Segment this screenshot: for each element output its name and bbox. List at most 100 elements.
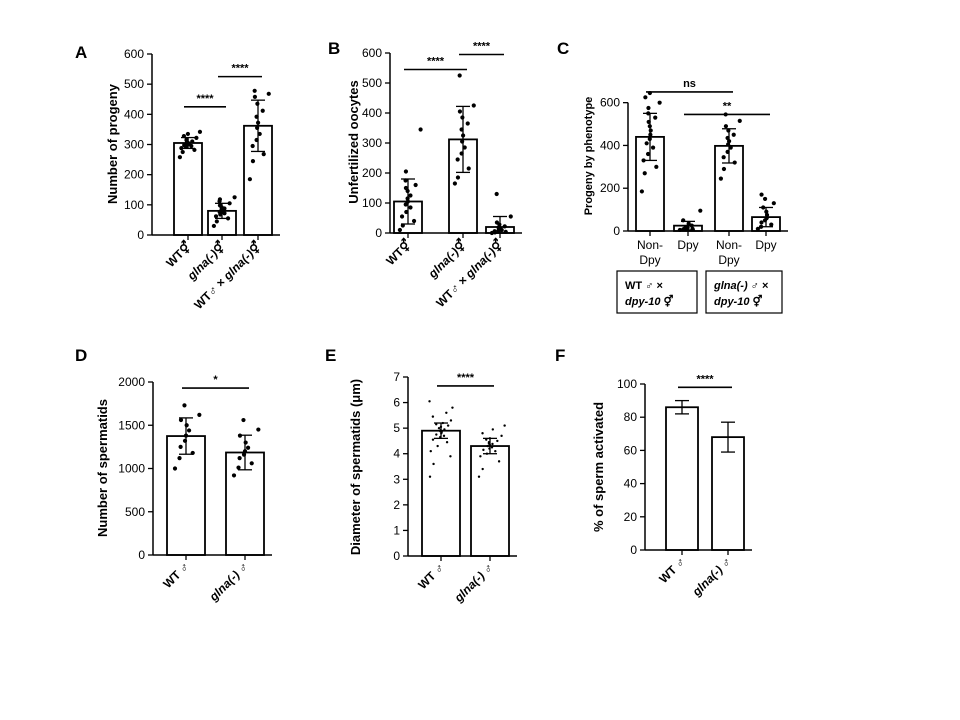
panel-c-category-label: Non-Dpy: [637, 238, 663, 267]
panel-a-data-point: [247, 177, 252, 182]
panel-a-category-label: WT⚥: [163, 238, 195, 270]
panel-a-data-point: [257, 131, 262, 137]
panel-a-significance-label: ****: [196, 93, 214, 105]
panel-c-data-point: [644, 141, 649, 146]
panel-b-data-point: [404, 209, 409, 215]
panel-a-data-point: [232, 195, 237, 200]
panel-a-y-tick-label: 100: [124, 198, 144, 212]
panel-c-group-line-1-part-1: ♂ ×: [748, 280, 769, 292]
panel-c-data-point: [648, 132, 653, 137]
panel-f-bar: [665, 406, 699, 551]
panel-c-y-axis-title: Progeny by phenotype: [583, 97, 595, 216]
panel-c-data-point: [726, 142, 731, 147]
panel-b-data-point: [455, 175, 461, 180]
panel-b-data-point: [397, 227, 402, 233]
panel-f-category-label-part-0: WT ♂: [656, 554, 688, 586]
panel-a-y-tick-label: 500: [124, 77, 144, 91]
panel-c-y-tick-label: 200: [600, 181, 620, 195]
panel-c-data-point: [641, 158, 646, 163]
panel-a-data-point: [181, 133, 187, 139]
panel-f-y-axis-title: % of sperm activated: [591, 402, 606, 532]
panel-e-data-point: [491, 428, 495, 431]
panel-b-category-label-part-0: WT⚥: [383, 236, 415, 268]
panel-e-significance-label: ****: [457, 372, 475, 384]
panel-c-data-point: [654, 164, 659, 169]
panel-b-data-point: [455, 157, 460, 162]
panel-e-data-point: [477, 475, 481, 478]
panel-b-data-point: [466, 166, 471, 171]
panel-c-category-line-2: Dpy: [639, 253, 660, 267]
panel-b-data-point: [400, 223, 405, 228]
panel-e-data-point: [439, 428, 442, 432]
panel-c-group-line-2-part-0: dpy-10: [625, 296, 661, 308]
panel-d-y-tick-label: 2000: [118, 375, 145, 389]
panel-e-data-point: [494, 449, 497, 453]
panel-b-y-tick-label: 300: [362, 136, 382, 150]
panel-c-data-point: [642, 171, 647, 176]
panel-a-data-point: [260, 108, 265, 113]
panel-e-bar: [470, 445, 510, 557]
panel-f-y-tick-label: 20: [624, 510, 638, 524]
panel-a-y-tick-label: 600: [124, 47, 144, 61]
panel-e-data-point: [500, 434, 503, 438]
panel-a-data-point: [217, 203, 223, 208]
panel-e-category-label: WT ♂: [415, 560, 447, 592]
panel-b-y-tick-label: 100: [362, 196, 382, 210]
panel-d-y-tick-label: 1500: [118, 418, 145, 432]
panel-e-data-point: [445, 441, 449, 444]
panel-e-y-axis-title: Diameter of spermatids (μm): [348, 379, 363, 555]
panel-b-y-axis-title: Unfertilized oocytes: [346, 80, 361, 204]
panel-c-group-line-2: dpy-10 ⚥: [625, 294, 674, 308]
panel-e-data-point: [479, 455, 482, 458]
panel-c-group-line-1-part-0: WT ♂ ×: [625, 280, 663, 292]
panel-c-data-point: [725, 149, 730, 154]
panel-b-data-point: [457, 73, 462, 78]
panel-d-bar: [166, 435, 206, 556]
panel-c-data-point: [759, 220, 764, 225]
panel-b-y-tick-label: 400: [362, 106, 382, 120]
panel-a-data-point: [211, 223, 216, 229]
panel-a-data-point: [213, 214, 219, 219]
panel-b-data-point: [508, 214, 513, 219]
panel-c-data-point: [689, 223, 694, 228]
panel-d-data-point: [182, 403, 187, 408]
panel-b-data-point: [502, 224, 507, 229]
panel-c-data-point: [764, 212, 770, 218]
panel-c-category-line-2: Dpy: [718, 253, 739, 267]
panel-d-y-tick-label: 1000: [118, 462, 145, 476]
panel-b-data-point: [403, 178, 408, 183]
panel-a-data-point: [190, 139, 195, 144]
panel-d-y-tick-label: 500: [125, 505, 145, 519]
panel-c-data-point: [721, 155, 726, 160]
panel-c-category-line-1: Non-: [716, 238, 742, 252]
panel-d-y-axis-title: Number of spermatids: [95, 399, 110, 537]
panel-letter-f: F: [555, 346, 565, 365]
panel-c-group-line-1: WT ♂ ×: [625, 280, 663, 292]
panel-b-data-point: [452, 181, 457, 186]
panel-e-y-tick-label: 6: [393, 396, 400, 410]
panel-e-data-point: [435, 423, 438, 426]
panel-c-data-point: [681, 218, 686, 223]
panel-b-data-point: [465, 121, 470, 126]
panel-a-data-point: [255, 101, 260, 106]
panel-a-data-point: [261, 152, 266, 157]
panel-e-data-point: [445, 411, 448, 414]
panel-a-data-point: [250, 143, 255, 149]
panel-d-category-label: WT ♂: [160, 559, 192, 591]
panel-e-y-tick-label: 3: [393, 472, 400, 486]
panel-f-category-label: WT ♂: [656, 554, 688, 586]
panel-e-data-point: [503, 424, 506, 427]
panel-d-significance-label: *: [213, 374, 218, 386]
panel-b-y-tick-label: 200: [362, 166, 382, 180]
panel-f-category-label: glna(-) ♂: [689, 554, 734, 599]
panel-e-category-label-part-0: WT ♂: [415, 560, 447, 592]
panel-c-data-point: [759, 224, 764, 229]
panel-c-data-point: [731, 132, 736, 137]
panel-e-data-point: [485, 438, 488, 441]
panel-b-data-point: [418, 127, 423, 132]
panel-a-data-point: [214, 219, 219, 224]
panel-f-y-tick-label: 0: [630, 543, 637, 557]
panel-f-bar: [711, 436, 745, 551]
panel-e-data-point: [442, 434, 446, 438]
